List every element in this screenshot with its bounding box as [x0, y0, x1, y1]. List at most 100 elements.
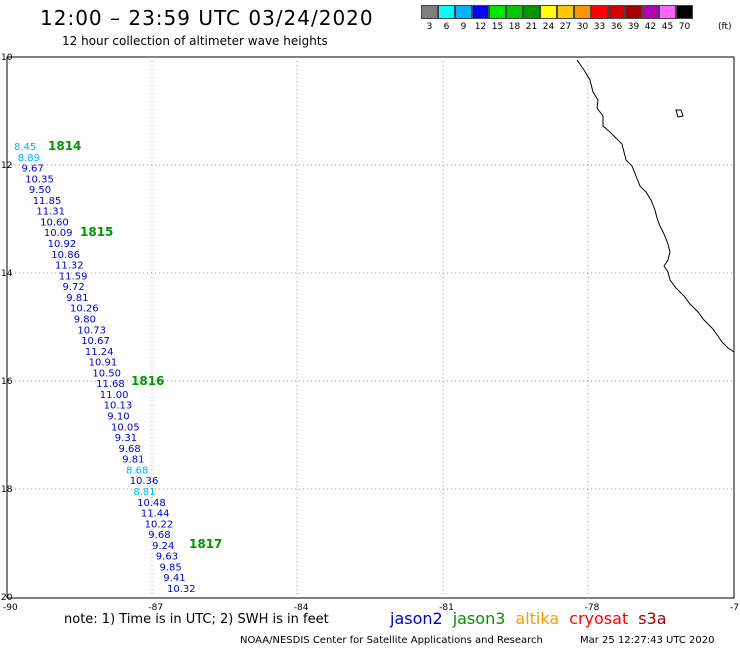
track-label: 1814 — [48, 139, 81, 153]
wave-height-points: 8.458.899.6710.359.5011.8511.3110.6010.0… — [14, 142, 196, 595]
wave-height-value: 11.68 — [96, 379, 125, 390]
legend-swatch — [574, 5, 591, 19]
wave-height-value: 10.67 — [81, 336, 110, 347]
latitude-label: 20 — [1, 593, 13, 603]
wave-height-value: 11.31 — [36, 207, 65, 218]
wave-height-value: 9.72 — [63, 282, 85, 293]
wave-height-value: 10.91 — [89, 358, 118, 369]
legend-label: 15 — [491, 22, 504, 32]
wave-height-value: 10.22 — [145, 519, 174, 530]
legend-swatch — [676, 5, 693, 19]
legend-swatch — [591, 5, 608, 19]
legend-swatch — [506, 5, 523, 19]
wave-height-value: 8.45 — [14, 142, 36, 153]
legend-label: 42 — [644, 22, 657, 32]
wave-height-value: 9.67 — [22, 164, 44, 175]
grid-lines — [7, 57, 734, 598]
legend-swatch — [472, 5, 489, 19]
wave-height-value: 9.63 — [156, 552, 178, 563]
legend-label: 39 — [627, 22, 640, 32]
legend-swatch — [557, 5, 574, 19]
wave-height-value: 9.31 — [115, 433, 137, 444]
wave-height-value: 11.44 — [141, 509, 170, 520]
legend-label: 21 — [525, 22, 538, 32]
wave-height-value: 10.73 — [77, 325, 106, 336]
legend-swatch — [455, 5, 472, 19]
color-legend-labels: 3 6 9 12 15 18 21 24 27 30 33 36 39 42 45 70 — [421, 22, 693, 32]
wave-height-value: 10.92 — [48, 239, 77, 250]
wave-height-value: 9.10 — [107, 412, 129, 423]
legend-label: 18 — [508, 22, 521, 32]
longitude-label: -78 — [585, 603, 600, 613]
satellite-name: cryosat — [569, 609, 629, 628]
wave-height-value: 9.68 — [148, 530, 170, 541]
wave-height-value: 9.24 — [152, 541, 174, 552]
map-title: 12:00 – 23:59 UTC 03/24/2020 — [40, 6, 374, 30]
longitude-label: -84 — [294, 603, 309, 613]
color-legend — [421, 5, 693, 19]
wave-height-value: 10.86 — [51, 250, 80, 261]
wave-height-value: 10.05 — [111, 422, 140, 433]
wave-height-value: 10.13 — [104, 401, 133, 412]
wave-height-value: 8.89 — [18, 153, 40, 164]
wave-height-value: 9.50 — [29, 185, 51, 196]
latitude-labels: 10 12 14 16 18 20 — [1, 53, 13, 603]
wave-height-value: 11.00 — [100, 390, 129, 401]
legend-label: 24 — [542, 22, 555, 32]
footer-timestamp: Mar 25 12:27:43 UTC 2020 — [580, 635, 715, 646]
map-frame — [6, 56, 735, 599]
satellite-name: s3a — [638, 609, 667, 628]
latitude-label: 16 — [1, 377, 13, 387]
wave-height-value: 10.32 — [167, 584, 196, 595]
legend-label: 36 — [610, 22, 623, 32]
wave-height-value: 9.41 — [163, 573, 185, 584]
wave-height-value: 11.24 — [85, 347, 114, 358]
wave-height-value: 9.81 — [66, 293, 88, 304]
satellite-name: jason2 — [390, 609, 443, 628]
track-labels: 1814 1815 1816 1817 — [48, 139, 222, 551]
wave-height-value: 9.81 — [122, 455, 144, 466]
wave-height-value: 10.36 — [130, 476, 159, 487]
legend-swatch — [489, 5, 506, 19]
wave-height-value: 9.85 — [160, 562, 182, 573]
wave-height-value: 10.35 — [25, 174, 54, 185]
legend-label: 12 — [474, 22, 487, 32]
wave-height-value: 10.09 — [44, 228, 73, 239]
lake-outline — [675, 109, 684, 118]
wave-height-value: 10.60 — [40, 218, 69, 229]
legend-label: 9 — [460, 22, 467, 32]
wave-height-value: 11.59 — [59, 271, 88, 282]
wave-height-value: 8.81 — [133, 487, 155, 498]
legend-label: 70 — [678, 22, 691, 32]
note-text: note: 1) Time is in UTC; 2) SWH is in fe… — [64, 612, 329, 627]
legend-swatch — [625, 5, 642, 19]
latitude-label: 10 — [1, 53, 13, 63]
legend-swatch — [642, 5, 659, 19]
legend-label: 33 — [593, 22, 606, 32]
longitude-label: -75 — [730, 603, 740, 613]
legend-swatch — [421, 5, 438, 19]
longitude-labels: -90 -87 -84 -81 -78 -75 — [3, 603, 740, 613]
track-label: 1817 — [189, 537, 222, 551]
legend-swatch — [608, 5, 625, 19]
legend-label: 27 — [559, 22, 572, 32]
legend-label: 45 — [661, 22, 674, 32]
wave-height-value: 9.80 — [74, 315, 96, 326]
track-label: 1815 — [80, 225, 113, 239]
legend-swatch — [438, 5, 455, 19]
latitude-label: 14 — [1, 269, 13, 279]
wave-height-value: 10.48 — [137, 498, 166, 509]
latitude-label: 18 — [1, 485, 13, 495]
legend-label: 6 — [443, 22, 450, 32]
wave-height-value: 10.26 — [70, 304, 99, 315]
wave-height-value: 10.50 — [92, 368, 121, 379]
track-label: 1816 — [131, 374, 164, 388]
map-subtitle: 12 hour collection of altimeter wave hei… — [62, 34, 328, 48]
satellite-legend: jason2 jason3 altika cryosat s3a — [390, 609, 667, 628]
longitude-label: -90 — [3, 603, 18, 613]
longitude-label: -87 — [148, 603, 163, 613]
footer-org: NOAA/NESDIS Center for Satellite Applica… — [240, 635, 543, 646]
longitude-label: -81 — [439, 603, 454, 613]
legend-swatch — [523, 5, 540, 19]
